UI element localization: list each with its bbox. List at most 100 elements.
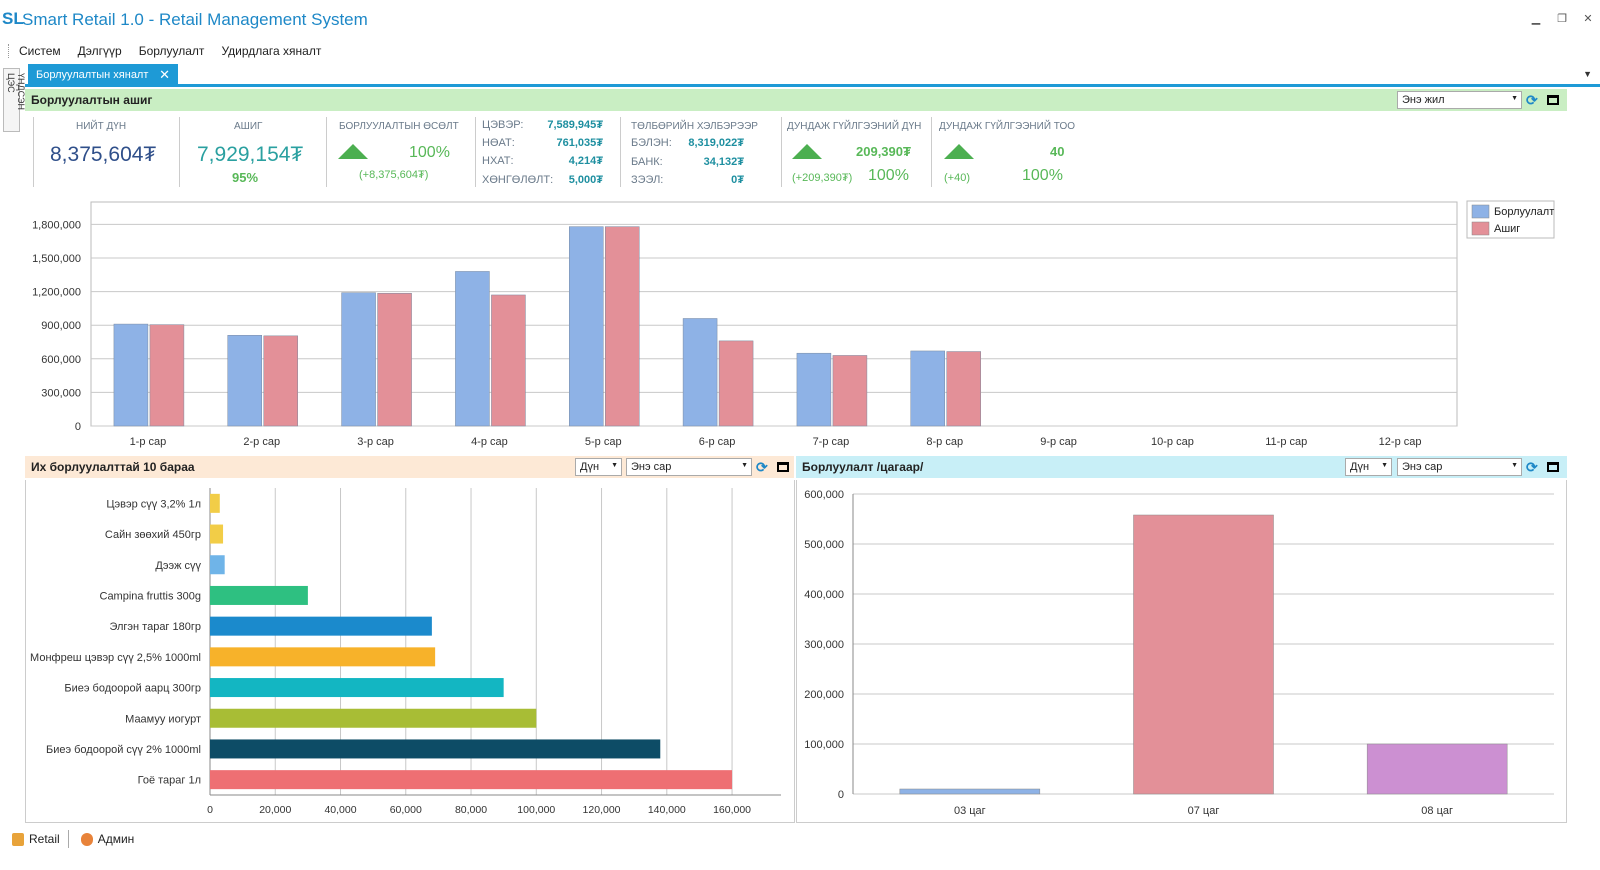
status-user[interactable]: Админ [80, 832, 134, 846]
bar [377, 293, 412, 427]
legend-swatch [1471, 204, 1490, 219]
y-tick-label: Дээж сүү [155, 560, 201, 572]
menu-item-sales[interactable]: Борлуулалт [138, 44, 205, 58]
y-tick-label: Монфреш цэвэр сүү 2,5% 1000ml [30, 652, 201, 664]
kpi-profit-percent: 95% [232, 170, 259, 185]
top-metric-select[interactable]: Дүн ▼ [575, 458, 622, 476]
plot-area [90, 201, 1458, 427]
bar [113, 323, 149, 427]
bar [1366, 743, 1508, 795]
tab-close-icon[interactable]: ✕ [159, 67, 170, 82]
kpi-total-label: НИЙТ ДҮН [76, 121, 127, 132]
kpi-avg-count: ДУНДАЖ ГҮЙЛГЭЭНИЙ ТОО 40 (+40) 100% [931, 117, 1091, 187]
status-retail[interactable]: Retail [12, 832, 60, 846]
payment-item-label: БАНК: [631, 156, 663, 168]
maximize-icon[interactable] [777, 462, 789, 472]
bar [1133, 514, 1274, 795]
tab-list-chevron-icon[interactable]: ▼ [1583, 69, 1592, 79]
legend-label: Ашиг [1494, 223, 1520, 235]
y-tick-label: 500,000 [804, 539, 844, 551]
x-tick-label: 7-р сар [813, 436, 850, 448]
hourly-metric-select[interactable]: Дүн ▼ [1345, 458, 1392, 476]
refresh-icon[interactable]: ⟳ [1526, 459, 1538, 475]
tab-sales-monitoring[interactable]: Борлуулалтын хяналт ✕ [28, 64, 178, 86]
bar [210, 739, 661, 759]
kpi-growth-label: БОРЛУУЛАЛТЫН ӨСӨЛТ [339, 121, 459, 132]
main-menu-dock[interactable]: ҮНДСЭН ЦЭС [3, 68, 26, 132]
bar [210, 770, 733, 790]
menu-item-system[interactable]: Систем [19, 44, 61, 58]
restore-icon[interactable]: ❐ [1557, 13, 1567, 25]
bar [210, 493, 220, 513]
minimize-icon[interactable]: ▁ [1531, 13, 1541, 25]
payment-item-value: 0₮ [731, 174, 744, 186]
kpi-avg-amount-label: ДУНДАЖ ГҮЙЛГЭЭНИЙ ДҮН [787, 121, 922, 132]
bar [210, 616, 432, 636]
menu-item-store[interactable]: Дэлгүүр [77, 44, 122, 58]
kpi-growth-percent: 100% [409, 144, 450, 161]
breakdown-value: 5,000₮ [568, 174, 603, 186]
growth-up-arrow-icon [338, 144, 368, 159]
maximize-icon[interactable] [1547, 462, 1559, 472]
hourly-sales-chart: 0 100,000 200,000 300,000 400,000 500,000 600,… [796, 480, 1567, 823]
kpi-growth-delta: (+8,375,604₮) [359, 169, 429, 181]
x-tick-label: 12-р сар [1379, 436, 1422, 448]
avg-count-up-arrow-icon [944, 144, 974, 159]
maximize-icon[interactable] [1547, 95, 1559, 105]
profit-panel-header: Борлуулалтын ашиг [25, 89, 1567, 111]
app-logo: SL [2, 9, 24, 28]
kpi-total-value: 8,375,604₮ [50, 143, 157, 166]
top-period-select[interactable]: Энэ сар ▼ [626, 458, 752, 476]
x-tick-label: 9-р сар [1040, 436, 1077, 448]
x-tick-label: 6-р сар [699, 436, 736, 448]
refresh-icon[interactable]: ⟳ [756, 459, 768, 475]
y-tick-label: 300,000 [41, 387, 81, 399]
y-tick-label: Гоё тараг 1л [138, 775, 201, 787]
x-tick-label: 8-р сар [926, 436, 963, 448]
y-tick-label: 100,000 [804, 739, 844, 751]
y-tick-label: 1,200,000 [32, 287, 81, 299]
bar [341, 292, 376, 427]
status-retail-label: Retail [29, 832, 60, 846]
breakdown-value: 4,214₮ [568, 155, 603, 167]
profit-panel-title: Борлуулалтын ашиг [31, 93, 153, 107]
document-tabstrip: Борлуулалтын хяналт ✕ ▼ [25, 64, 1600, 87]
breakdown-label: НӨАТ: [482, 137, 515, 149]
avg-amount-up-arrow-icon [792, 144, 822, 159]
refresh-icon[interactable]: ⟳ [1526, 92, 1538, 108]
y-tick-label: 0 [838, 789, 844, 801]
bar [718, 340, 754, 427]
window-controls: ▁ ❐ ✕ [1528, 12, 1596, 25]
breakdown-value: 761,035₮ [556, 137, 603, 149]
x-tick-label: 07 цаг [1188, 805, 1220, 817]
profit-period-select[interactable]: Энэ жил ▼ [1397, 91, 1522, 109]
menu-grip [8, 44, 11, 58]
x-tick-label: 3-р сар [357, 436, 394, 448]
x-tick-label: 03 цаг [954, 805, 986, 817]
hourly-period-select[interactable]: Энэ сар ▼ [1397, 458, 1522, 476]
menu-bar: Систем Дэлгүүр Борлуулалт Удирдлага хяна… [0, 40, 1600, 62]
y-tick-label: 1,800,000 [32, 219, 81, 231]
y-tick-label: Campina fruttis 300g [100, 590, 202, 602]
chevron-down-icon: ▼ [611, 462, 618, 469]
bar [149, 324, 185, 427]
kpi-breakdown: ЦЭВЭР: 7,589,945₮ НӨАТ: 761,035₮ НХАТ: 4… [475, 117, 620, 187]
breakdown-label: ХӨНГӨЛӨЛТ: [482, 174, 554, 186]
kpi-payment: ТӨЛБӨРИЙН ХЭЛБЭРЭЭР БЭЛЭН: 8,319,022₮ БА… [620, 117, 765, 187]
y-tick-label: Сайн зөөхий 450гр [105, 529, 201, 541]
x-tick-label: 160,000 [713, 804, 751, 816]
x-tick-label: 1-р сар [130, 436, 167, 448]
close-icon[interactable]: ✕ [1583, 13, 1593, 25]
y-tick-label: Элгэн тараг 180гр [109, 621, 201, 633]
kpi-avg-count-percent: 100% [1022, 167, 1063, 184]
bar [210, 555, 225, 575]
hourly-period-value: Энэ сар [1402, 461, 1443, 473]
x-tick-label: 140,000 [648, 804, 686, 816]
kpi-profit: АШИГ 7,929,154₮ 95% [179, 117, 326, 187]
bar [263, 335, 298, 427]
y-tick-label: 900,000 [41, 320, 81, 332]
payment-item-value: 8,319,022₮ [688, 137, 744, 149]
x-tick-label: 20,000 [259, 804, 291, 816]
bar [455, 271, 490, 427]
menu-item-management[interactable]: Удирдлага хяналт [221, 44, 322, 58]
